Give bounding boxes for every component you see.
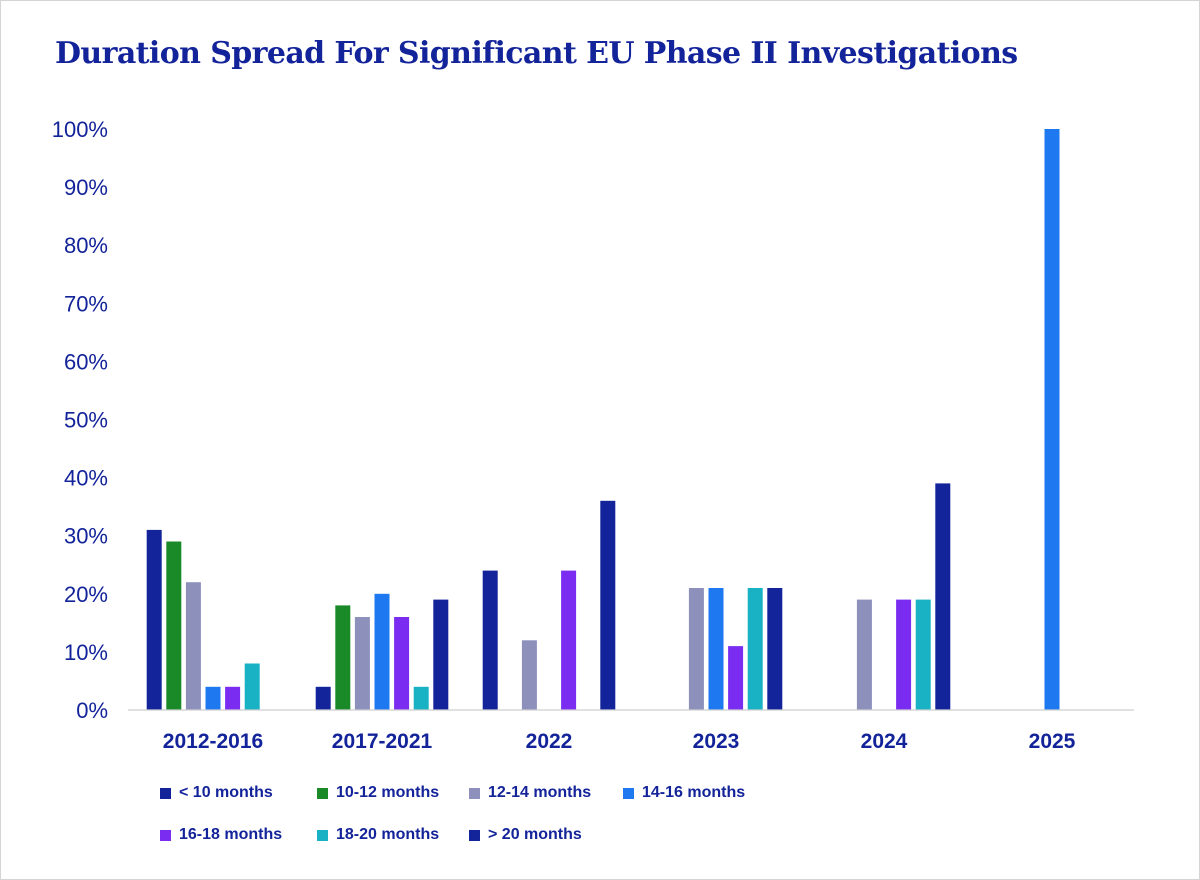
legend-swatch <box>160 787 171 799</box>
legend-swatch <box>317 787 328 799</box>
legend-item: < 10 months <box>160 784 273 802</box>
legend-swatch <box>317 829 328 841</box>
bar <box>708 588 724 710</box>
bar <box>354 617 370 710</box>
x-tick-label: 2022 <box>526 730 573 753</box>
bar <box>767 588 783 710</box>
y-tick-label: 90% <box>64 175 108 200</box>
y-tick-label: 20% <box>64 582 108 607</box>
legend-swatch <box>469 829 480 841</box>
bar <box>146 529 162 710</box>
bar <box>433 599 449 710</box>
legend-item: 14-16 months <box>623 784 745 802</box>
y-tick-label: 10% <box>64 640 108 665</box>
bar <box>728 646 744 710</box>
y-axis-labels: 0% 10% 20% 30% 40% 50% 60% 70% 80% 90% 100% <box>52 117 108 723</box>
y-tick-label: 40% <box>64 466 108 491</box>
bar <box>688 588 704 710</box>
y-tick-label: 80% <box>64 233 108 258</box>
bar <box>482 570 498 710</box>
bar <box>747 588 763 710</box>
x-axis-labels: 2012-2016 2017-2021 2022 2023 2024 2025 <box>163 730 1076 753</box>
x-tick-label: 2017-2021 <box>332 730 433 753</box>
y-tick-label: 70% <box>64 291 108 316</box>
bar <box>600 500 616 710</box>
bar <box>915 599 931 710</box>
legend-item: 18-20 months <box>317 826 439 844</box>
bar <box>205 686 221 710</box>
bar <box>185 582 201 710</box>
y-tick-label: 60% <box>64 349 108 374</box>
x-tick-label: 2024 <box>861 730 908 753</box>
bar <box>521 640 537 710</box>
bar <box>896 599 912 710</box>
x-tick-label: 2023 <box>693 730 740 753</box>
bar <box>335 605 351 710</box>
legend-swatch <box>623 787 634 799</box>
y-tick-label: 0% <box>76 698 108 723</box>
legend-item: 16-18 months <box>160 826 282 844</box>
y-tick-label: 50% <box>64 408 108 433</box>
bar <box>935 483 951 710</box>
bars <box>146 129 1060 710</box>
legend-swatch <box>160 829 171 841</box>
bar <box>561 570 577 710</box>
legend-label: 10-12 months <box>336 784 440 801</box>
x-tick-label: 2012-2016 <box>163 730 263 753</box>
legend-item: 12-14 months <box>469 784 591 802</box>
legend-label: 14-16 months <box>642 784 746 801</box>
legend-label: > 20 months <box>488 826 582 843</box>
bar <box>166 541 182 710</box>
y-tick-label: 30% <box>64 524 108 549</box>
bar <box>244 663 260 710</box>
bar <box>374 593 390 710</box>
x-tick-label: 2025 <box>1029 730 1076 753</box>
bar <box>1044 129 1060 710</box>
legend-label: < 10 months <box>179 784 273 801</box>
bar <box>856 599 872 710</box>
chart-title: Duration Spread For Significant EU Phase… <box>55 36 1018 71</box>
bar <box>315 686 331 710</box>
legend-swatch <box>469 787 480 799</box>
legend-label: 16-18 months <box>179 826 283 843</box>
legend-label: 18-20 months <box>336 826 440 843</box>
legend-item: > 20 months <box>469 826 582 844</box>
bar <box>413 686 429 710</box>
y-tick-label: 100% <box>52 117 108 142</box>
bar <box>225 686 241 710</box>
legend-label: 12-14 months <box>488 784 592 801</box>
legend-item: 10-12 months <box>317 784 439 802</box>
bar <box>394 617 410 710</box>
